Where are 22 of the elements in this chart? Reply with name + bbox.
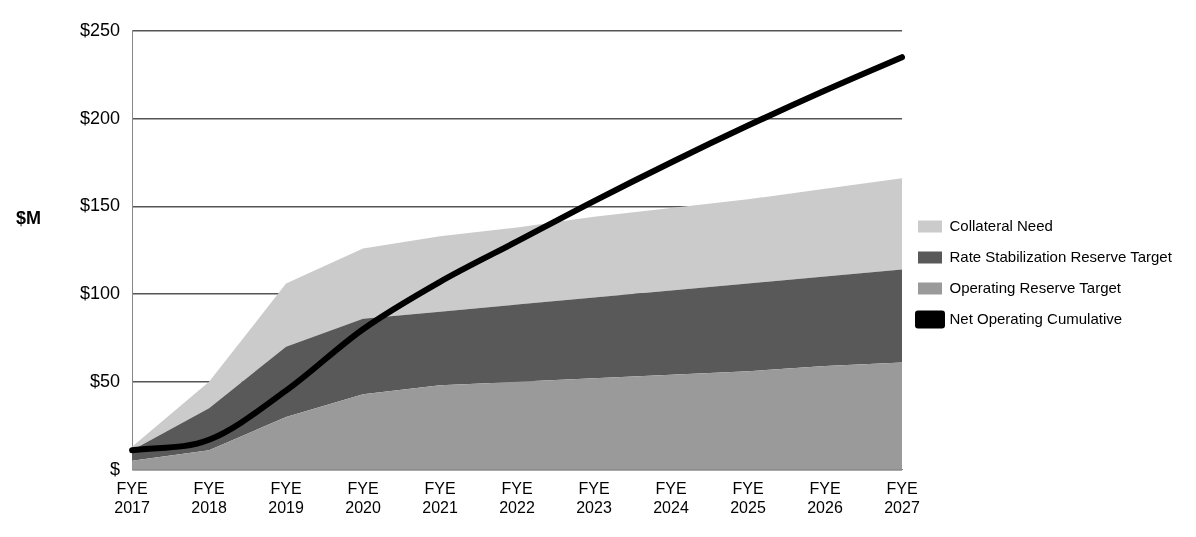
x-tick-label: FYE 2018 [191,479,227,516]
x-tick-label: FYE 2020 [345,479,381,516]
x-tick-label: FYE 2026 [807,479,843,516]
x-tick-label: FYE 2022 [499,479,535,516]
legend-label: Net Operating Cumulative [949,309,1123,327]
x-tick-label: FYE 2024 [653,479,689,516]
y-tick-label: $50 [90,370,121,391]
x-tick-label: FYE 2017 [114,479,150,516]
x-tick-label: FYE 2023 [576,479,612,516]
legend-label: Operating Reserve Target [949,278,1122,296]
legend-label: Collateral Need [949,216,1053,234]
x-tick-label: FYE 2027 [884,479,920,516]
y-tick-label: $100 [80,283,121,304]
x-tick-label: FYE 2019 [268,479,304,516]
y-tick-label: $150 [80,195,121,216]
y-tick-label: $250 [80,19,121,40]
legend-label: Rate Stabilization Reserve Target [949,247,1173,265]
y-tick-label: $ [110,458,121,479]
y-tick-label: $200 [80,107,121,128]
y-axis-title: $M [16,208,42,229]
x-tick-label: FYE 2025 [730,479,766,516]
x-tick-label: FYE 2021 [422,479,458,516]
